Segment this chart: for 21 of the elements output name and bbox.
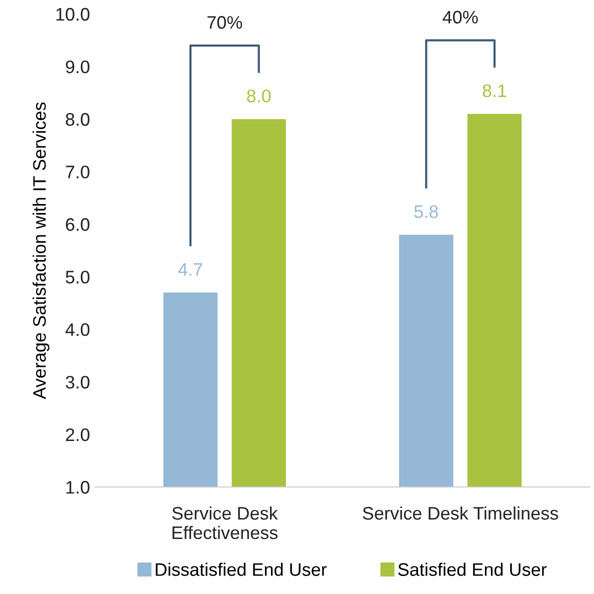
annotation: 70%: [208, 16, 242, 29]
y-tick-label: 4.0: [65, 323, 90, 336]
y-tick-label: 5.0: [66, 270, 90, 284]
legend-label: Dissatisfied End User: [156, 562, 327, 576]
y-tick-label: 1.0: [66, 480, 90, 494]
y-tick-label: 7.0: [66, 166, 90, 178]
y-tick-label: 6.0: [66, 218, 90, 231]
x-tick-label: Service Desk Timeliness: [362, 506, 558, 520]
y-tick-label: 2.0: [66, 428, 90, 442]
data-label: 8.1: [482, 84, 506, 98]
y-tick-label: 9.0: [66, 60, 90, 74]
x-tick-label: Service Desk Effectiveness: [172, 506, 278, 540]
data-label: 4.7: [178, 263, 202, 276]
y-tick-label: 10.0: [56, 8, 90, 21]
legend-label: Satisfied End User: [398, 562, 547, 576]
annotation: 40%: [442, 10, 478, 24]
data-label: 8.0: [247, 90, 271, 102]
y-tick-label: 8.0: [66, 113, 90, 126]
y-tick-label: 3.0: [66, 376, 90, 389]
y-axis-title: Average Satisfaction with IT Services: [32, 102, 50, 400]
data-label: 5.8: [414, 205, 438, 218]
